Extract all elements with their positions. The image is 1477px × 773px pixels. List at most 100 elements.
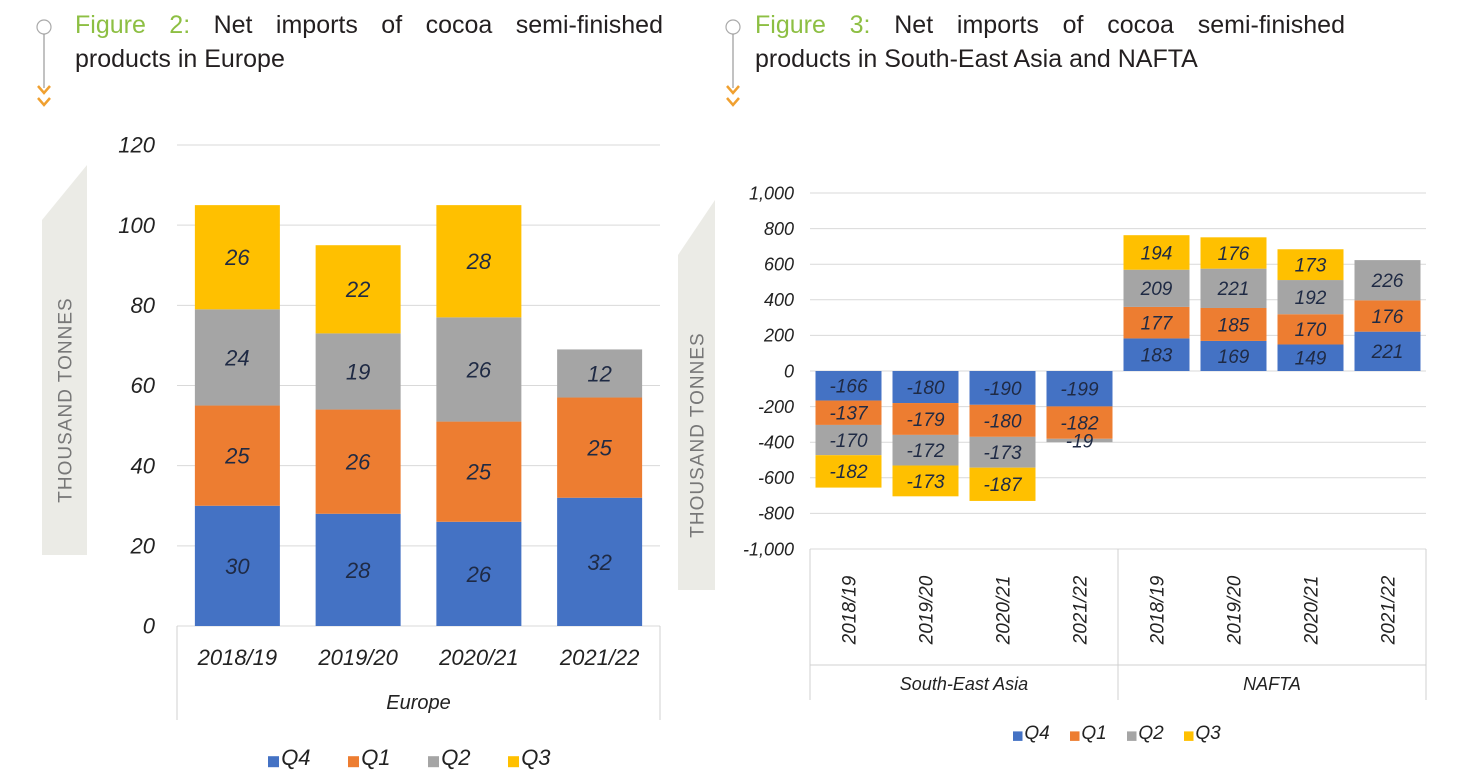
legend-swatch-q2 (428, 756, 439, 768)
data-label: 28 (345, 558, 371, 583)
bar-q1 (1200, 307, 1267, 341)
data-label: 12 (587, 361, 611, 386)
bar-q2 (1277, 280, 1344, 315)
legend-label: Q3 (1195, 723, 1221, 744)
chevron-down-icon (726, 97, 740, 107)
bar-q3 (815, 455, 882, 488)
bar-q1 (815, 400, 882, 425)
y-tick-label: 20 (130, 534, 156, 559)
legend-label: Q2 (441, 745, 470, 770)
bar-q2 (557, 349, 643, 398)
x-tick-label: 2020/21 (1302, 576, 1323, 646)
bar-q4 (557, 497, 643, 626)
y-tick-label: -200 (758, 397, 794, 417)
bar-q2 (969, 436, 1036, 468)
figure-3-title-text: Net imports of cocoa semi-finished produ… (755, 11, 1345, 73)
bar-q2 (315, 333, 401, 410)
bar-q3 (969, 467, 1036, 501)
data-label: 30 (225, 554, 250, 579)
data-label: -137 (829, 404, 868, 425)
data-label: 176 (1218, 244, 1250, 265)
x-tick-label: 2019/20 (1225, 575, 1246, 645)
bar-q1 (1277, 314, 1344, 345)
data-label: 221 (1371, 342, 1404, 363)
timeline-circle-icon (36, 19, 52, 35)
data-label: 177 (1141, 314, 1174, 335)
bar-q2 (1046, 438, 1113, 443)
legend-swatch-q1 (348, 756, 359, 768)
y-axis-label: THOUSAND TONNES (56, 297, 77, 502)
x-tick-label: 2020/21 (994, 576, 1015, 646)
x-tick-label: 2019/20 (917, 575, 938, 645)
bar-q1 (1123, 306, 1190, 339)
figure-2-label: Figure 2: (75, 11, 191, 39)
bar-q1 (436, 421, 522, 522)
bar-q3 (1123, 235, 1190, 270)
figure-2-title-text: Net imports of cocoa semi-finished produ… (75, 11, 663, 73)
bar-q4 (1046, 371, 1113, 407)
legend-label: Q4 (1024, 723, 1049, 744)
y-tick-label: -1,000 (743, 539, 794, 559)
x-tick-label: 2021/22 (1379, 575, 1400, 645)
data-label: 25 (224, 444, 250, 469)
y-tick-label: -800 (758, 504, 794, 524)
y-tick-label: 120 (118, 133, 155, 158)
data-label: 173 (1295, 255, 1327, 276)
chevron-down-icon (726, 85, 740, 95)
bar-q4 (194, 505, 280, 626)
data-label: 226 (1371, 271, 1404, 292)
data-label: 170 (1295, 320, 1327, 341)
bar-q1 (194, 405, 280, 506)
y-tick-label: 200 (763, 326, 794, 346)
bar-q1 (1354, 300, 1421, 332)
x-tick-label: 2018/19 (1148, 575, 1169, 645)
bar-q1 (892, 403, 959, 435)
data-label: 26 (466, 562, 492, 587)
bar-q1 (557, 397, 643, 498)
data-label: 25 (586, 436, 612, 461)
ylabel-banner (678, 200, 715, 590)
bar-q2 (892, 434, 959, 466)
data-label: 22 (345, 277, 370, 302)
chevron-down-icon (37, 97, 51, 107)
data-label: -172 (906, 441, 944, 462)
data-label: 32 (587, 550, 611, 575)
bar-q4 (1123, 338, 1190, 371)
bar-q1 (315, 409, 401, 514)
data-label: 176 (1372, 307, 1404, 328)
data-label: 209 (1140, 279, 1173, 300)
data-label: 26 (466, 357, 492, 382)
legend-swatch-q3 (1184, 731, 1194, 741)
data-label: -173 (983, 443, 1021, 464)
y-tick-label: 1,000 (749, 183, 794, 203)
y-tick-label: 800 (764, 219, 794, 239)
ylabel-banner (42, 165, 87, 555)
data-label: -179 (906, 410, 944, 431)
data-label: -173 (906, 472, 944, 493)
data-label: -19 (1066, 431, 1094, 452)
group-label: South-East Asia (900, 674, 1028, 694)
bar-q3 (1277, 249, 1344, 281)
data-label: 26 (224, 245, 250, 270)
bar-q2 (815, 424, 882, 456)
x-tick-label: 2021/22 (1071, 575, 1092, 645)
bar-q4 (1277, 344, 1344, 371)
bar-q1 (1046, 406, 1113, 439)
bar-q3 (315, 245, 401, 334)
bar-q4 (1200, 340, 1267, 371)
data-label: -180 (983, 412, 1021, 433)
figure-2-title: Figure 2: Net imports of cocoa semi-fini… (75, 8, 663, 76)
y-tick-label: 600 (764, 255, 794, 275)
group-label: Europe (386, 692, 451, 714)
chevron-down-icon (37, 85, 51, 95)
legend-label: Q1 (361, 745, 390, 770)
legend-swatch-q3 (508, 756, 519, 768)
y-tick-label: -400 (758, 433, 794, 453)
bar-q4 (436, 521, 522, 626)
legend-label: Q3 (521, 745, 551, 770)
bar-q1 (969, 404, 1036, 437)
legend-swatch-q2 (1127, 731, 1137, 741)
data-label: 194 (1141, 243, 1173, 264)
data-label: 26 (345, 450, 371, 475)
